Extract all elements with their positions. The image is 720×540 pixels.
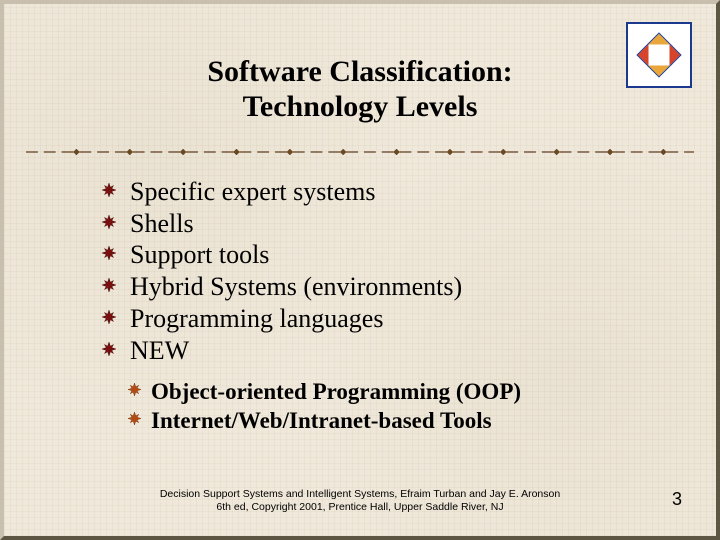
list-item-text: Programming languages [130,303,383,335]
star-bullet-icon [102,342,116,356]
star-bullet-icon [102,183,116,197]
star-bullet-icon [128,412,141,425]
list-item-text: Support tools [130,239,269,271]
star-bullet-icon [102,310,116,324]
list-item-text: Object-oriented Programming (OOP) [151,378,521,407]
list-item-text: Shells [130,208,194,240]
main-list: Specific expert systems Shells Support t… [102,176,676,366]
list-item-text: Specific expert systems [130,176,376,208]
list-item-text: Internet/Web/Intranet-based Tools [151,407,492,436]
sub-list: Object-oriented Programming (OOP) Intern… [128,378,676,436]
title-line-2: Technology Levels [4,89,716,124]
list-item: Object-oriented Programming (OOP) [128,378,676,407]
list-item: Shells [102,208,676,240]
list-item: Internet/Web/Intranet-based Tools [128,407,676,436]
list-item: Hybrid Systems (environments) [102,271,676,303]
title-line-1: Software Classification: [4,54,716,89]
star-bullet-icon [102,278,116,292]
page-number: 3 [672,489,682,510]
star-bullet-icon [102,215,116,229]
star-bullet-icon [128,383,141,396]
title-divider [26,144,694,154]
list-item: NEW [102,335,676,367]
footer-citation: Decision Support Systems and Intelligent… [4,488,716,514]
slide-title: Software Classification: Technology Leve… [4,54,716,125]
list-item: Specific expert systems [102,176,676,208]
list-item-text: Hybrid Systems (environments) [130,271,462,303]
footer-line-2: 6th ed, Copyright 2001, Prentice Hall, U… [4,501,716,514]
list-item: Programming languages [102,303,676,335]
list-item-text: NEW [130,335,189,367]
star-bullet-icon [102,246,116,260]
footer-line-1: Decision Support Systems and Intelligent… [4,488,716,501]
divider-icon [26,147,694,157]
list-item: Support tools [102,239,676,271]
slide: Software Classification: Technology Leve… [0,0,720,540]
